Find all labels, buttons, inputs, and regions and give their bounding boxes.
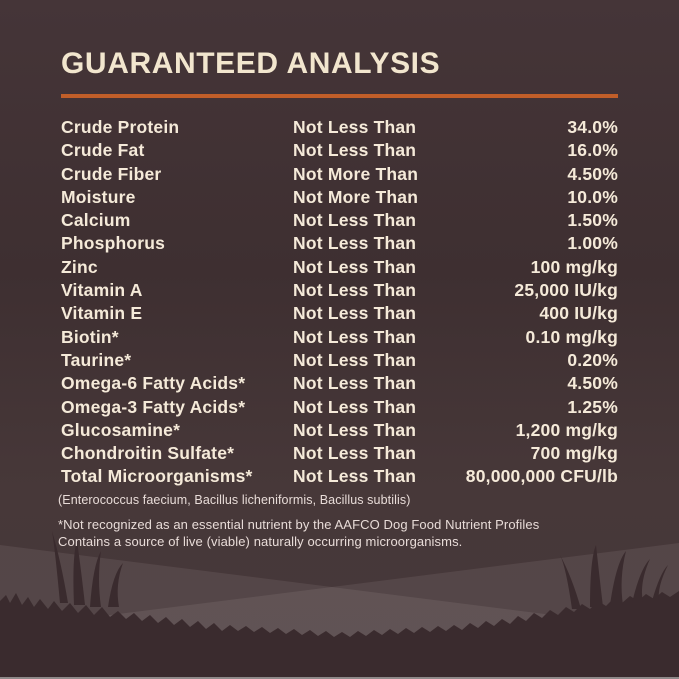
comparator-text: Not More Than bbox=[293, 163, 419, 184]
analysis-table: Crude Protein Not Less Than 34.0% Crude Fat… bbox=[61, 116, 618, 489]
landscape-illustration bbox=[0, 531, 679, 679]
comparator-text: Not Less Than bbox=[293, 303, 417, 324]
comparator-text: Not Less Than bbox=[293, 233, 417, 254]
table-row: Crude Fat Not Less Than 16.0% bbox=[61, 139, 618, 162]
comparator-text: Not Less Than bbox=[293, 443, 417, 464]
label-content: GUARANTEED ANALYSIS Crude Protein Not Les… bbox=[58, 47, 618, 550]
nutrient-name: Chondroitin Sulfate* bbox=[61, 443, 235, 464]
table-row: Phosphorus Not Less Than 1.00% bbox=[61, 232, 618, 255]
nutrient-name: Taurine* bbox=[61, 349, 132, 370]
nutrient-value: 1,200 mg/kg bbox=[515, 419, 618, 440]
table-row: Vitamin E Not Less Than 400 IU/kg bbox=[61, 302, 618, 325]
comparator-text: Not Less Than bbox=[293, 373, 417, 394]
grass-blades-left bbox=[52, 531, 123, 607]
footnote-block: *Not recognized as an essential nutrient… bbox=[58, 516, 618, 550]
table-row: Calcium Not Less Than 1.50% bbox=[61, 209, 618, 232]
grass-blades-right bbox=[560, 545, 668, 609]
nutrient-name: Total Microorganisms* bbox=[61, 466, 253, 487]
comparator-text: Not Less Than bbox=[293, 140, 417, 161]
live-microorganisms-footnote: Contains a source of live (viable) natur… bbox=[58, 533, 463, 549]
nutrient-name: Crude Protein bbox=[61, 117, 180, 137]
table-row: Moisture Not More Than 10.0% bbox=[61, 186, 618, 209]
comparator-text: Not Less Than bbox=[293, 326, 417, 347]
nutrient-value: 4.50% bbox=[567, 373, 618, 394]
nutrient-name: Vitamin E bbox=[61, 303, 143, 324]
grass-silhouette bbox=[0, 591, 679, 679]
nutrient-value: 400 IU/kg bbox=[539, 303, 618, 324]
table-row: Vitamin A Not Less Than 25,000 IU/kg bbox=[61, 279, 618, 302]
nutrient-name: Vitamin A bbox=[61, 280, 143, 301]
comparator-text: Not Less Than bbox=[293, 396, 417, 417]
comparator-text: Not Less Than bbox=[293, 210, 417, 231]
nutrient-value: 34.0% bbox=[567, 117, 618, 137]
nutrient-value: 16.0% bbox=[567, 140, 618, 161]
nutrient-name: Crude Fat bbox=[61, 140, 145, 161]
nutrient-name: Phosphorus bbox=[61, 233, 166, 254]
comparator-text: Not Less Than bbox=[293, 117, 417, 137]
nutrient-value: 4.50% bbox=[567, 163, 618, 184]
table-row: Glucosamine* Not Less Than 1,200 mg/kg bbox=[61, 419, 618, 442]
nutrient-name: Omega-3 Fatty Acids* bbox=[61, 396, 246, 417]
nutrient-value: 1.50% bbox=[567, 210, 618, 231]
bottom-edge-line bbox=[0, 677, 679, 679]
nutrient-value: 100 mg/kg bbox=[530, 256, 618, 277]
nutrient-value: 1.00% bbox=[567, 233, 618, 254]
page-title: GUARANTEED ANALYSIS bbox=[61, 47, 441, 80]
table-row: Biotin* Not Less Than 0.10 mg/kg bbox=[61, 326, 618, 349]
comparator-text: Not Less Than bbox=[293, 349, 417, 370]
aafco-footnote: *Not recognized as an essential nutrient… bbox=[58, 516, 540, 532]
comparator-text: Not More Than bbox=[293, 186, 419, 207]
nutrient-value: 25,000 IU/kg bbox=[514, 280, 618, 301]
nutrient-value: 1.25% bbox=[567, 396, 618, 417]
nutrient-name: Zinc bbox=[61, 256, 98, 277]
nutrient-value: 700 mg/kg bbox=[530, 443, 618, 464]
nutrient-name: Biotin* bbox=[61, 326, 119, 347]
comparator-text: Not Less Than bbox=[293, 419, 417, 440]
microorganism-species-note: (Enterococcus faecium, Bacillus lichenif… bbox=[58, 492, 411, 507]
comparator-text: Not Less Than bbox=[293, 256, 417, 277]
nutrient-value: 0.20% bbox=[567, 349, 618, 370]
table-row: Omega-6 Fatty Acids* Not Less Than 4.50% bbox=[61, 372, 618, 395]
table-row: Total Microorganisms* Not Less Than 80,000… bbox=[61, 465, 618, 488]
table-row: Chondroitin Sulfate* Not Less Than 700 mg/… bbox=[61, 442, 618, 465]
nutrient-name: Glucosamine* bbox=[61, 419, 181, 440]
nutrient-name: Calcium bbox=[61, 210, 131, 231]
table-row: Zinc Not Less Than 100 mg/kg bbox=[61, 256, 618, 279]
table-row: Omega-3 Fatty Acids* Not Less Than 1.25% bbox=[61, 396, 618, 419]
comparator-text: Not Less Than bbox=[293, 280, 417, 301]
table-row: Crude Fiber Not More Than 4.50% bbox=[61, 163, 618, 186]
nutrient-value: 10.0% bbox=[567, 186, 618, 207]
comparator-text: Not Less Than bbox=[293, 466, 417, 487]
nutrient-name: Crude Fiber bbox=[61, 163, 162, 184]
nutrient-value: 80,000,000 CFU/lb bbox=[465, 466, 618, 487]
nutrient-name: Omega-6 Fatty Acids* bbox=[61, 373, 246, 394]
title-divider bbox=[61, 94, 618, 98]
nutrient-value: 0.10 mg/kg bbox=[525, 326, 618, 347]
nutrient-name: Moisture bbox=[61, 186, 136, 207]
table-row: Crude Protein Not Less Than 34.0% bbox=[61, 116, 618, 139]
table-row: Taurine* Not Less Than 0.20% bbox=[61, 349, 618, 372]
